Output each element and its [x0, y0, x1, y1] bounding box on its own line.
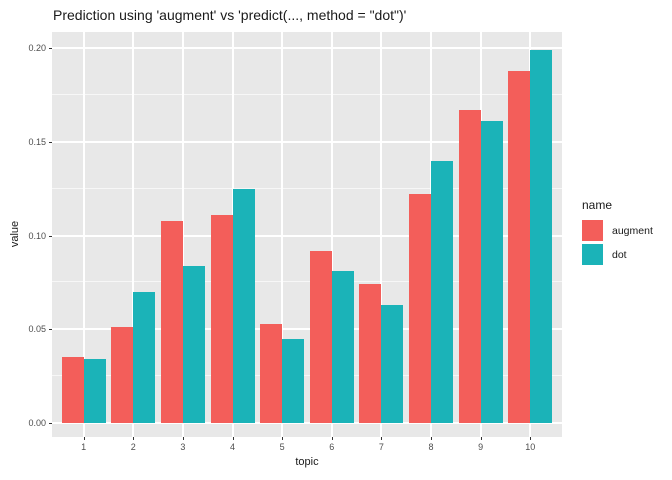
- y-tick-label: 0.20: [28, 43, 46, 53]
- legend-key-augment: augment: [582, 220, 653, 241]
- x-tick-mark: [530, 437, 532, 440]
- x-tick-mark: [83, 437, 85, 440]
- y-tick-mark: [49, 423, 52, 424]
- gridline-major: [52, 234, 562, 237]
- legend-keys: augment dot: [582, 220, 653, 265]
- bar-dot-topic-4: [232, 188, 255, 423]
- x-tick-label: 6: [329, 442, 335, 452]
- bar-augment-topic-1: [61, 357, 84, 423]
- gridline-vertical: [330, 32, 333, 437]
- gridline-minor: [52, 281, 562, 283]
- gridline-minor: [52, 93, 562, 95]
- x-tick-mark: [331, 437, 333, 440]
- x-tick-label: 2: [130, 442, 136, 452]
- gridline-vertical: [380, 32, 383, 437]
- bar-augment-topic-7: [359, 284, 382, 423]
- legend-key-dot: dot: [582, 244, 653, 265]
- gridline-vertical: [281, 32, 284, 437]
- x-tick-mark: [381, 437, 383, 440]
- bar-augment-topic-3: [160, 220, 183, 423]
- y-tick-label: 0.10: [28, 230, 46, 241]
- x-tick-mark: [431, 437, 433, 440]
- gridline-minor: [52, 187, 562, 189]
- plot-title: Prediction using 'augment' vs 'predict(.…: [53, 7, 407, 23]
- bar-augment-topic-10: [508, 70, 531, 423]
- legend: name augment dot: [582, 198, 653, 268]
- bar-augment-topic-4: [210, 214, 233, 423]
- y-tick-mark: [49, 235, 52, 237]
- y-tick-label: 0.15: [28, 136, 46, 147]
- gridline-vertical: [82, 32, 85, 437]
- y-tick-mark: [49, 141, 52, 143]
- bar-augment-topic-2: [111, 327, 134, 423]
- x-tick-label: 3: [180, 442, 186, 452]
- bar-augment-topic-9: [458, 109, 481, 423]
- bar-dot-topic-2: [133, 291, 156, 423]
- bar-dot-topic-5: [282, 338, 305, 423]
- bar-dot-topic-10: [530, 49, 553, 423]
- gridline-major: [52, 47, 562, 49]
- legend-swatch-dot: [582, 244, 603, 265]
- legend-label: augment: [612, 224, 653, 237]
- x-tick-mark: [282, 437, 284, 440]
- x-tick-label: 10: [525, 442, 536, 452]
- gridline-minor: [52, 375, 562, 377]
- legend-title: name: [582, 198, 613, 212]
- y-tick-label: 0.05: [28, 324, 46, 335]
- x-tick-mark: [182, 437, 184, 440]
- gridline-major: [52, 140, 562, 143]
- bar-augment-topic-6: [309, 250, 332, 423]
- x-tick-mark: [480, 437, 482, 440]
- x-tick-label: 1: [81, 442, 87, 452]
- y-tick-mark: [49, 48, 52, 49]
- bar-augment-topic-8: [409, 194, 432, 423]
- bar-dot-topic-1: [83, 359, 106, 423]
- gridline-vertical: [181, 32, 184, 437]
- bar-dot-topic-7: [381, 304, 404, 423]
- gridline-vertical: [132, 32, 135, 437]
- x-axis-title: topic: [295, 456, 319, 468]
- x-tick-label: 7: [378, 442, 384, 452]
- y-tick-mark: [49, 329, 52, 331]
- x-tick-label: 5: [279, 442, 285, 452]
- x-tick-label: 8: [428, 442, 434, 452]
- y-tick-label: 0.00: [28, 418, 46, 428]
- bar-dot-topic-8: [431, 160, 454, 423]
- legend-label: dot: [612, 248, 627, 261]
- x-tick-mark: [133, 437, 135, 440]
- x-tick-mark: [232, 437, 234, 440]
- gridline-major: [52, 328, 562, 331]
- bar-dot-topic-9: [480, 121, 503, 423]
- bar-dot-topic-3: [182, 265, 205, 423]
- x-tick-label: 9: [478, 442, 484, 452]
- bar-augment-topic-5: [260, 323, 283, 423]
- gridline-major: [52, 422, 562, 424]
- plot-panel: [52, 32, 562, 437]
- legend-swatch-augment: [582, 220, 603, 241]
- x-tick-label: 4: [230, 442, 236, 452]
- bar-dot-topic-6: [331, 271, 354, 423]
